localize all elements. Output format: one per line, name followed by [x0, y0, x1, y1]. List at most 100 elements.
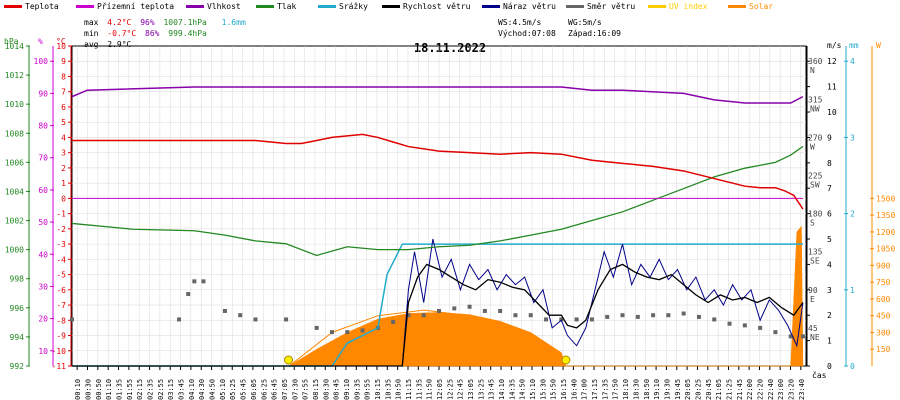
wind-direction-point	[528, 313, 533, 318]
legend-item-humidity: Vlhkost	[186, 2, 241, 11]
x-tick-label: 02:35	[147, 379, 155, 400]
x-tick-label: 21:25	[725, 379, 733, 400]
legend-label: Teplota	[25, 2, 59, 11]
stats-max-row: max 4.2°C 96% 1007.1hPa 1.6mm	[84, 18, 246, 27]
y-mm-tick-label: 4	[850, 57, 855, 66]
wind-direction-point	[70, 317, 74, 322]
wind-direction-point	[192, 279, 197, 284]
x-tick-label: 13:05	[467, 379, 475, 400]
x-tick-label: 20:45	[705, 379, 713, 400]
x-tick-label: 19:30	[663, 379, 671, 400]
legend-label: Náraz větru	[503, 2, 556, 11]
x-tick-label: 07:55	[302, 379, 310, 400]
stats-max-label: max	[84, 18, 99, 27]
y-ms-tick-label: 7	[827, 184, 832, 193]
legend-swatch	[76, 5, 94, 8]
legend-label: Tlak	[277, 2, 297, 11]
y-temp-tick-label: -1	[56, 210, 66, 219]
legend: Teplota Přízemní teplota Vlhkost Tlak Sr…	[0, 0, 900, 14]
x-tick-label: 04:50	[209, 379, 217, 400]
x-tick-label: 12:05	[436, 379, 444, 400]
stats-min-press: 999.4hPa	[168, 29, 207, 38]
stats-avg-label: avg	[84, 40, 99, 49]
x-tick-label: 11:35	[415, 379, 423, 400]
stats-sunset: Západ:16:09	[568, 29, 621, 38]
x-tick-label: 08:30	[322, 379, 330, 400]
legend-item-solar: Solar	[728, 2, 773, 11]
wind-direction-point	[574, 317, 579, 322]
wind-direction-point	[186, 292, 191, 297]
x-tick-label: 23:40	[798, 379, 806, 400]
legend-swatch	[566, 5, 584, 8]
legend-item-uv-index: UV index	[648, 2, 708, 11]
legend-swatch	[4, 5, 22, 8]
x-tick-label: 09:55	[364, 379, 372, 400]
wind-direction-point	[666, 313, 671, 318]
x-tick-label: 00:30	[85, 379, 93, 400]
y-dir-tick-label: 180	[808, 210, 823, 219]
wind-direction-point	[222, 308, 227, 313]
y-w-tick-label: 150	[876, 345, 891, 354]
y-dir-tick-label: 135	[808, 248, 823, 257]
stats-min-hum: 86%	[145, 29, 160, 38]
stats-min-label: min	[84, 29, 99, 38]
y-temp-tick-label: 3	[61, 149, 66, 158]
uv-index-point	[561, 355, 571, 365]
x-tick-label: 20:25	[694, 379, 702, 400]
y-ms-tick-label: 12	[827, 57, 837, 66]
y-hum-tick-label: 80	[38, 122, 48, 131]
stats-min-row: min -0.7°C 86% 999.4hPa	[84, 29, 207, 38]
legend-swatch	[382, 5, 400, 8]
wind-direction-point	[201, 279, 206, 284]
y-hum-unit: %	[38, 37, 43, 46]
y-hum-tick-label: 30	[38, 282, 48, 291]
y-ms-tick-label: 0	[827, 362, 832, 371]
legend-item-ground-temperature: Přízemní teplota	[76, 2, 174, 11]
y-dir-letter: NE	[810, 333, 820, 342]
y-dir-letter: NW	[810, 104, 820, 113]
y-hpa-tick-label: 1014	[5, 42, 24, 51]
y-temp-tick-label: 2	[61, 164, 66, 173]
y-mm-unit: mm	[849, 41, 859, 50]
y-hpa-tick-label: 1010	[5, 100, 24, 109]
stats-ws: WS:4.5m/s	[498, 18, 542, 27]
pressure-line	[71, 145, 804, 257]
x-tick-label: 22:20	[756, 379, 764, 400]
y-temp-tick-label: -10	[52, 347, 67, 356]
x-tick-label: 10:35	[384, 379, 392, 400]
x-tick-label: 06:05	[250, 379, 258, 400]
y-mm-tick-label: 0	[850, 362, 855, 371]
solar-area	[72, 225, 804, 367]
legend-item-wind-speed: Rychlost větru	[382, 2, 470, 11]
y-ms-tick-label: 11	[827, 83, 837, 92]
y-hpa-tick-label: 1006	[5, 158, 24, 167]
y-ms-unit: m/s	[827, 41, 842, 50]
x-tick-label: 03:15	[167, 379, 175, 400]
x-tick-label: 21:05	[715, 379, 723, 400]
wind-direction-point	[452, 306, 457, 311]
wind-direction-point	[253, 317, 258, 322]
chart-title: 18.11.2022	[414, 41, 486, 55]
x-tick-label: 05:10	[219, 379, 227, 400]
x-tick-label: 07:30	[291, 379, 299, 400]
y-temp-tick-label: -3	[56, 240, 66, 249]
x-tick-label: 10:50	[395, 379, 403, 400]
y-hpa-tick-label: 1002	[5, 217, 24, 226]
y-hpa-tick-label: 1000	[5, 246, 24, 255]
wind-direction-point	[758, 325, 763, 330]
x-tick-label: 04:10	[188, 379, 196, 400]
x-tick-label: 11:50	[426, 379, 434, 400]
x-tick-label: 13:45	[488, 379, 496, 400]
x-tick-label: 14:10	[498, 379, 506, 400]
x-tick-label: 05:45	[240, 379, 248, 400]
y-temp-unit: °C	[56, 37, 66, 46]
wind-direction-point	[651, 313, 656, 318]
wind-direction-point	[589, 317, 594, 322]
y-ms-tick-label: 2	[827, 311, 832, 320]
y-w-tick-label: 1200	[876, 228, 895, 237]
legend-item-wind-direction: Směr větru	[566, 2, 635, 11]
wind-gust-line	[72, 238, 804, 367]
legend-label: Vlhkost	[207, 2, 241, 11]
y-temp-tick-label: -4	[56, 255, 66, 264]
y-hpa-tick-label: 992	[10, 362, 25, 371]
